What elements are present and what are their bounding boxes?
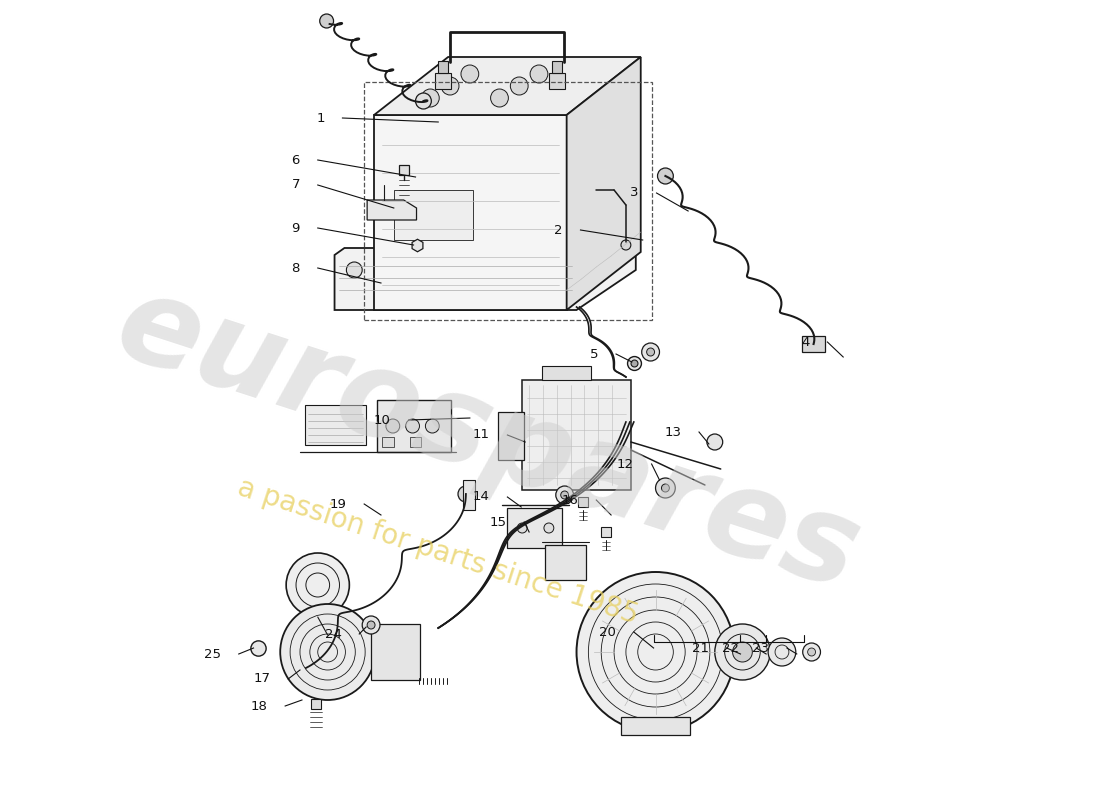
Circle shape [362,616,380,634]
Circle shape [461,65,478,83]
Text: a passion for parts since 1985: a passion for parts since 1985 [234,474,642,630]
Text: 12: 12 [617,458,634,470]
Bar [507,508,562,548]
Circle shape [576,572,735,732]
Circle shape [320,14,333,28]
Circle shape [661,484,670,492]
Text: 17: 17 [253,673,271,686]
Polygon shape [367,200,417,220]
Circle shape [803,643,821,661]
Text: 8: 8 [292,262,300,274]
Circle shape [556,486,573,504]
Text: 22: 22 [722,642,738,654]
Circle shape [491,89,508,107]
Bar [621,717,690,735]
Text: 24: 24 [324,627,341,641]
Circle shape [656,478,675,498]
Text: 19: 19 [330,498,346,510]
Bar [552,61,562,73]
Circle shape [715,624,770,680]
Circle shape [441,77,459,95]
Text: 5: 5 [590,347,598,361]
Circle shape [406,419,419,433]
Circle shape [658,168,673,184]
Circle shape [707,434,723,450]
Bar [436,73,451,89]
Circle shape [280,604,375,700]
Text: 15: 15 [490,515,506,529]
Circle shape [367,621,375,629]
Bar [371,624,420,680]
Text: 1: 1 [316,111,324,125]
Circle shape [621,240,630,250]
Circle shape [386,419,399,433]
Text: eurospares: eurospares [102,265,873,615]
Text: 14: 14 [473,490,490,503]
Bar [377,400,451,452]
Circle shape [510,77,528,95]
Bar [382,437,394,447]
Circle shape [286,553,350,617]
Circle shape [254,644,263,652]
Text: 7: 7 [292,178,300,191]
Text: 2: 2 [554,223,563,237]
Text: 13: 13 [664,426,681,438]
Polygon shape [334,245,636,310]
Circle shape [641,343,660,361]
Circle shape [416,93,431,109]
Bar [463,480,475,510]
Circle shape [426,419,439,433]
Polygon shape [566,57,640,310]
Text: 21: 21 [692,642,708,654]
Circle shape [421,89,439,107]
Circle shape [517,523,527,533]
Bar [542,366,592,380]
Text: 3: 3 [630,186,639,199]
Circle shape [346,262,362,278]
Bar [394,190,473,240]
Circle shape [807,648,815,656]
Text: 6: 6 [292,154,300,166]
Circle shape [557,262,573,278]
Bar [544,545,586,580]
Bar [802,336,825,352]
Text: 11: 11 [473,429,490,442]
Circle shape [530,65,548,83]
Bar [305,405,366,445]
Text: 4: 4 [801,335,810,349]
Bar [497,412,525,460]
Bar [438,61,448,73]
Bar [409,437,421,447]
Text: 23: 23 [752,642,769,654]
Text: 20: 20 [600,626,616,638]
Text: 18: 18 [251,699,267,713]
Text: 16: 16 [562,494,579,506]
Circle shape [561,491,569,499]
Circle shape [458,486,474,502]
Circle shape [298,660,314,676]
Bar [522,380,630,490]
Circle shape [768,638,795,666]
Text: 10: 10 [374,414,390,426]
Text: 25: 25 [204,647,221,661]
Polygon shape [374,115,566,310]
Circle shape [733,642,752,662]
Circle shape [543,523,553,533]
Circle shape [647,348,654,356]
Text: 9: 9 [292,222,300,234]
Polygon shape [374,57,640,115]
Bar [549,73,564,89]
